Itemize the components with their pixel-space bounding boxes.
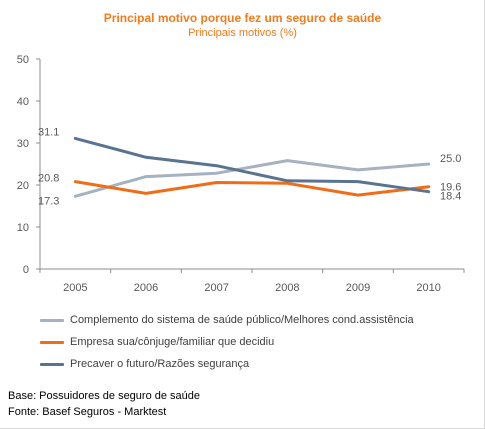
x-tick-label: 2006	[134, 282, 158, 294]
x-tick-label: 2007	[204, 282, 228, 294]
chart-subtitle: Principais motivos (%)	[188, 27, 297, 39]
x-tick-label: 2005	[63, 282, 87, 294]
series-line-1	[73, 159, 431, 198]
legend-label-empresa: Empresa sua/cônjuge/familiar que decidiu	[70, 336, 275, 348]
x-tick-label: 2008	[275, 282, 299, 294]
series-line-3	[73, 136, 431, 194]
chart-source: Base: Possuidores de seguro de saúde Fon…	[8, 388, 200, 420]
base-note: Base: Possuidores de seguro de saúde	[8, 390, 201, 402]
series-line-2	[73, 180, 431, 197]
y-tick-label: 40	[17, 96, 29, 108]
legend-swatch-complemento	[40, 318, 64, 322]
legend-label-complemento: Complemento do sistema de saúde público/…	[70, 314, 414, 326]
y-tick-label: 20	[17, 180, 29, 192]
legend-label-precaver: Precaver o futuro/Razões segurança	[70, 358, 250, 370]
chart-title: Principal motivo porque fez um seguro de…	[103, 11, 382, 25]
x-tick-label: 2010	[416, 282, 440, 294]
y-tick-label: 0	[23, 264, 29, 276]
x-tick-label: 2009	[346, 282, 370, 294]
data-label-last: 18.4	[440, 191, 461, 203]
source-note: Fonte: Basef Seguros - Marktest	[8, 406, 167, 418]
data-label-first: 20.8	[38, 173, 59, 185]
y-tick-label: 50	[17, 54, 29, 66]
legend-item-precaver: Precaver o futuro/Razões segurança	[40, 353, 414, 375]
chart-legend: Complemento do sistema de saúde público/…	[40, 309, 414, 375]
data-label-last: 19.6	[440, 182, 461, 194]
legend-swatch-empresa	[40, 340, 64, 344]
legend-item-empresa: Empresa sua/cônjuge/familiar que decidiu	[40, 331, 414, 353]
data-label-first: 31.1	[38, 126, 59, 138]
legend-item-complemento: Complemento do sistema de saúde público/…	[40, 309, 414, 331]
y-tick-label: 10	[17, 222, 29, 234]
legend-swatch-precaver	[40, 362, 64, 366]
data-label-last: 25.0	[440, 153, 461, 165]
data-label-first: 17.3	[38, 195, 59, 207]
y-tick-label: 30	[17, 138, 29, 150]
